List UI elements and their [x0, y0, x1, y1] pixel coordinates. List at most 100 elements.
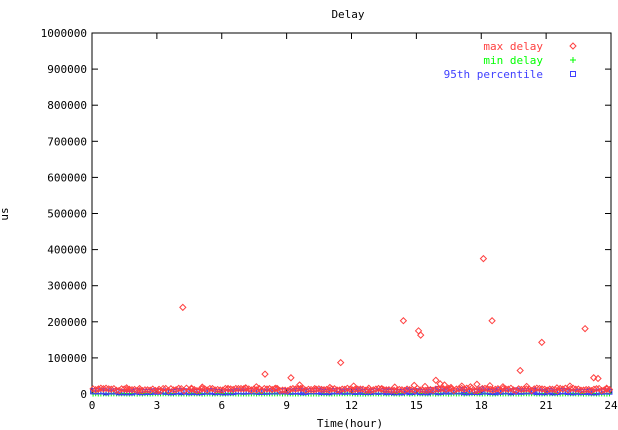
data-point	[97, 384, 105, 392]
data-point	[159, 384, 167, 393]
data-point	[600, 386, 609, 394]
chart-title: Delay	[331, 8, 364, 21]
data-point	[224, 385, 232, 393]
data-point	[232, 384, 240, 393]
data-point	[559, 385, 567, 393]
data-point	[458, 382, 466, 390]
data-point	[440, 381, 449, 389]
x-tick-label: 6	[218, 399, 225, 412]
data-point	[311, 384, 319, 393]
data-point	[354, 385, 362, 393]
data-point	[378, 384, 386, 393]
data-point	[252, 386, 261, 394]
data-point	[535, 384, 544, 393]
data-point	[107, 385, 115, 393]
data-point	[252, 383, 261, 391]
x-tick-label: 21	[540, 399, 553, 412]
data-point	[304, 385, 313, 393]
data-point	[499, 383, 507, 391]
data-point	[156, 387, 165, 395]
data-point	[211, 386, 219, 394]
y-tick-label: 700000	[47, 135, 87, 148]
data-point	[447, 383, 455, 392]
data-point	[553, 384, 561, 392]
data-point	[395, 385, 403, 394]
x-tick-label: 12	[345, 399, 358, 412]
data-point	[516, 366, 524, 375]
data-point	[278, 386, 287, 394]
legend-label: min delay	[483, 54, 543, 67]
data-point	[146, 386, 154, 394]
data-point	[380, 386, 388, 394]
data-point	[533, 384, 541, 392]
data-point	[206, 384, 214, 393]
data-point	[522, 382, 531, 391]
data-point	[263, 385, 271, 393]
data-point	[399, 317, 408, 325]
series-max-delay	[89, 254, 614, 395]
data-point	[426, 385, 435, 394]
data-point	[372, 385, 380, 393]
y-tick-label: 100000	[47, 352, 87, 365]
x-tick-label: 0	[89, 399, 96, 412]
data-point	[356, 385, 365, 393]
legend-label: max delay	[483, 40, 543, 53]
data-points	[89, 254, 614, 397]
data-point	[94, 385, 103, 393]
data-point	[602, 384, 611, 392]
data-point	[295, 381, 304, 389]
data-point	[346, 385, 354, 393]
data-point	[491, 385, 500, 394]
plot-frame	[91, 32, 612, 395]
data-point	[135, 384, 144, 393]
data-point	[411, 386, 419, 395]
data-point	[479, 254, 488, 263]
data-point	[592, 385, 601, 393]
data-point	[198, 383, 206, 391]
data-point	[603, 385, 611, 393]
x-tick-label: 24	[604, 399, 618, 412]
data-point	[213, 385, 222, 394]
data-point	[247, 386, 256, 394]
y-tick-label: 500000	[47, 208, 87, 221]
data-point	[239, 385, 248, 393]
data-point	[473, 386, 481, 395]
data-point	[104, 385, 113, 393]
y-tick-label: 0	[80, 388, 87, 401]
data-point	[155, 385, 163, 394]
data-point	[527, 386, 536, 395]
data-point	[572, 385, 580, 393]
data-point	[444, 384, 453, 393]
data-point	[416, 331, 425, 339]
data-point	[594, 374, 602, 383]
data-point	[530, 385, 538, 393]
data-point	[336, 358, 345, 367]
data-point	[326, 383, 334, 392]
data-point	[272, 384, 280, 392]
data-point	[317, 385, 326, 394]
data-point	[102, 384, 110, 392]
data-point	[478, 384, 487, 393]
data-point	[403, 385, 411, 393]
data-point	[320, 386, 328, 394]
data-point	[437, 385, 445, 393]
data-point	[234, 384, 243, 393]
data-point	[289, 384, 297, 393]
data-point	[410, 381, 418, 390]
y-tick-label: 1000000	[41, 27, 87, 40]
data-point	[312, 385, 320, 394]
y-tick-label: 300000	[47, 280, 87, 293]
legend-marker	[569, 42, 577, 50]
data-point	[261, 370, 269, 378]
data-point	[476, 386, 484, 394]
y-tick-label: 400000	[47, 244, 87, 257]
data-point	[169, 386, 178, 394]
data-point	[283, 386, 292, 395]
data-point	[341, 385, 349, 394]
data-point	[538, 338, 546, 347]
x-tick-label: 9	[283, 399, 290, 412]
data-point	[260, 384, 269, 393]
data-point	[328, 385, 336, 393]
